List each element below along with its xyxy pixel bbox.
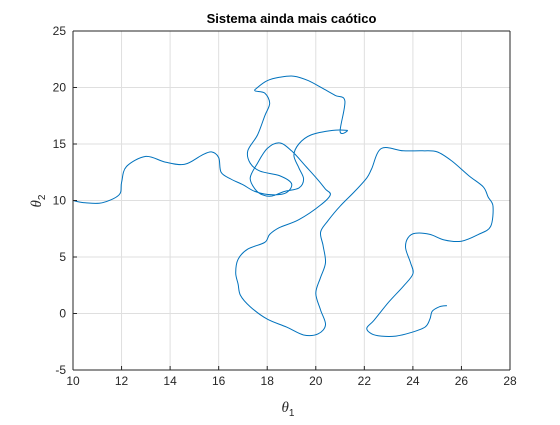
x-ticks: 10 12 14 16 18 20 22 24 26 28 — [66, 366, 517, 388]
y-tick-label: 10 — [53, 194, 67, 208]
y-axis-label-subscript: 2 — [37, 194, 48, 200]
chart-title: Sistema ainda mais caótico — [207, 11, 377, 26]
x-tick-label: 22 — [358, 374, 372, 388]
x-tick-label: 24 — [406, 374, 420, 388]
x-tick-label: 20 — [309, 374, 323, 388]
y-ticks: -5 0 5 10 15 20 25 — [53, 24, 77, 377]
x-tick-label: 10 — [66, 374, 80, 388]
x-axis-label: θ1 — [282, 400, 295, 419]
y-tick-label: 20 — [53, 81, 67, 95]
y-tick-label: 0 — [59, 307, 66, 321]
y-tick-label: 5 — [59, 250, 66, 264]
y-tick-label: -5 — [55, 363, 66, 377]
y-axis-label: θ2 — [29, 194, 48, 207]
series-line — [72, 75, 494, 337]
x-tick-label: 16 — [212, 374, 226, 388]
x-axis-label-symbol: θ — [282, 400, 290, 416]
x-tick-label: 28 — [503, 374, 517, 388]
y-tick-label: 25 — [53, 24, 67, 38]
y-tick-label: 15 — [53, 137, 67, 151]
x-tick-label: 18 — [261, 374, 275, 388]
x-tick-label: 14 — [163, 374, 177, 388]
x-tick-label: 12 — [115, 374, 129, 388]
y-axis-label-symbol: θ — [29, 199, 45, 207]
x-axis-label-subscript: 1 — [289, 408, 295, 419]
x-tick-label: 26 — [455, 374, 469, 388]
